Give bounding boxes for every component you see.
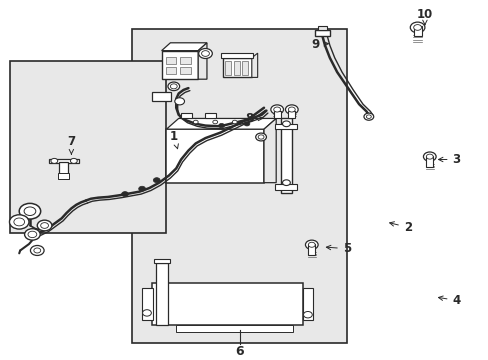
- Polygon shape: [198, 43, 206, 79]
- Circle shape: [153, 178, 160, 183]
- Circle shape: [24, 229, 40, 240]
- Bar: [59, 162, 68, 174]
- Circle shape: [413, 24, 421, 30]
- Bar: [165, 57, 176, 64]
- Circle shape: [24, 207, 36, 216]
- Bar: [176, 325, 293, 332]
- Circle shape: [34, 248, 41, 253]
- Text: 1: 1: [169, 130, 178, 149]
- Circle shape: [366, 115, 370, 118]
- Circle shape: [423, 152, 435, 161]
- Circle shape: [282, 121, 290, 127]
- Bar: [152, 283, 303, 325]
- Circle shape: [273, 107, 280, 112]
- Bar: [315, 30, 329, 36]
- Bar: [221, 53, 253, 58]
- Circle shape: [139, 186, 145, 191]
- Bar: [156, 263, 167, 325]
- Bar: [205, 113, 216, 118]
- Text: 7: 7: [67, 135, 75, 154]
- Circle shape: [28, 231, 37, 238]
- Bar: [413, 26, 421, 36]
- Circle shape: [37, 220, 52, 231]
- Circle shape: [282, 180, 290, 185]
- Circle shape: [14, 218, 24, 226]
- Bar: [181, 113, 191, 118]
- Bar: [281, 118, 291, 193]
- Bar: [426, 156, 432, 167]
- Circle shape: [198, 49, 212, 58]
- Circle shape: [41, 222, 48, 228]
- Text: 5: 5: [325, 242, 350, 255]
- Bar: [222, 58, 251, 77]
- Bar: [308, 244, 315, 255]
- Bar: [180, 67, 190, 74]
- Circle shape: [212, 120, 217, 124]
- Polygon shape: [264, 118, 276, 183]
- Circle shape: [70, 158, 77, 163]
- Text: 9: 9: [310, 38, 328, 51]
- Bar: [303, 288, 312, 320]
- Circle shape: [9, 215, 29, 229]
- Circle shape: [426, 154, 432, 159]
- Text: 2: 2: [389, 221, 411, 234]
- Circle shape: [19, 203, 41, 219]
- Bar: [275, 184, 296, 190]
- Bar: [233, 61, 239, 75]
- Bar: [225, 61, 231, 75]
- Polygon shape: [161, 43, 206, 51]
- Circle shape: [142, 310, 151, 316]
- Circle shape: [363, 113, 373, 120]
- Circle shape: [308, 242, 315, 247]
- Text: 10: 10: [416, 9, 432, 25]
- Circle shape: [122, 192, 128, 197]
- Bar: [242, 61, 247, 75]
- Bar: [275, 124, 296, 129]
- Bar: [49, 159, 79, 163]
- Bar: [288, 111, 295, 118]
- Circle shape: [305, 240, 318, 249]
- Text: 8: 8: [245, 112, 262, 125]
- Bar: [152, 92, 171, 100]
- Bar: [273, 111, 280, 118]
- Text: 3: 3: [438, 153, 460, 166]
- Bar: [180, 57, 190, 64]
- Circle shape: [409, 22, 424, 33]
- Circle shape: [244, 122, 249, 126]
- Circle shape: [218, 123, 224, 128]
- Circle shape: [285, 105, 298, 114]
- Circle shape: [303, 311, 312, 318]
- Bar: [132, 29, 346, 343]
- Bar: [317, 26, 327, 30]
- Circle shape: [170, 84, 177, 89]
- Circle shape: [30, 246, 44, 256]
- Bar: [166, 129, 264, 183]
- Circle shape: [201, 51, 209, 57]
- Text: 6: 6: [235, 345, 244, 358]
- Circle shape: [270, 105, 283, 114]
- Circle shape: [51, 158, 58, 163]
- Circle shape: [255, 133, 266, 141]
- Polygon shape: [166, 118, 276, 129]
- Circle shape: [193, 120, 198, 124]
- Circle shape: [258, 135, 264, 139]
- Text: 4: 4: [438, 294, 460, 307]
- Bar: [165, 67, 176, 74]
- Bar: [154, 259, 169, 263]
- Bar: [142, 288, 153, 320]
- Circle shape: [232, 120, 237, 124]
- Bar: [161, 51, 198, 79]
- Polygon shape: [251, 53, 257, 77]
- Bar: [58, 173, 69, 179]
- Circle shape: [288, 107, 295, 112]
- Bar: [10, 61, 166, 233]
- Circle shape: [167, 82, 179, 91]
- Circle shape: [174, 98, 184, 105]
